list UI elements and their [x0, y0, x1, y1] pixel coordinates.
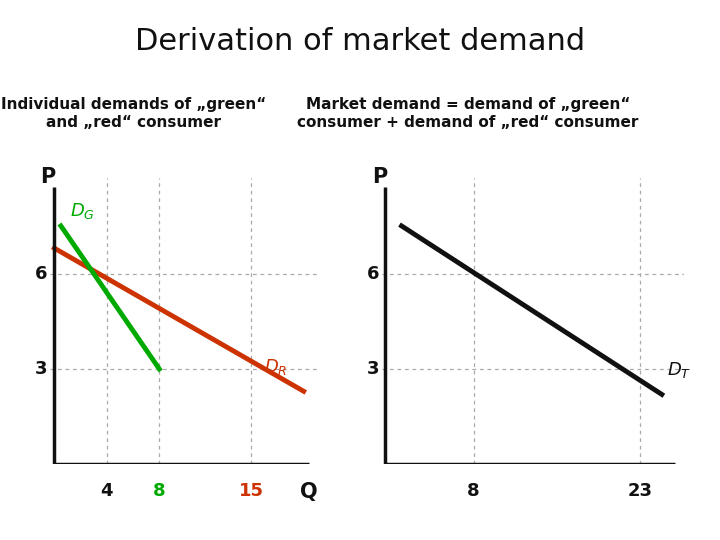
Text: 4: 4: [101, 482, 113, 500]
Text: P: P: [40, 167, 55, 187]
Text: P: P: [372, 167, 387, 187]
Text: 15: 15: [239, 482, 264, 500]
Text: $D_G$: $D_G$: [70, 201, 95, 221]
Text: 3: 3: [367, 360, 379, 378]
Text: Q: Q: [300, 482, 318, 502]
Text: 8: 8: [153, 482, 166, 500]
Text: 8: 8: [467, 482, 480, 500]
Text: Derivation of market demand: Derivation of market demand: [135, 27, 585, 56]
Text: Market demand = demand of „green“
consumer + demand of „red“ consumer: Market demand = demand of „green“ consum…: [297, 97, 639, 130]
Text: 6: 6: [367, 265, 379, 282]
Text: Individual demands of „green“
and „red“ consumer: Individual demands of „green“ and „red“ …: [1, 97, 266, 130]
Text: 6: 6: [35, 265, 48, 282]
Text: 3: 3: [35, 360, 48, 378]
Text: 23: 23: [627, 482, 652, 500]
Text: $D_T$: $D_T$: [667, 360, 692, 380]
Text: $D_R$: $D_R$: [264, 357, 288, 377]
